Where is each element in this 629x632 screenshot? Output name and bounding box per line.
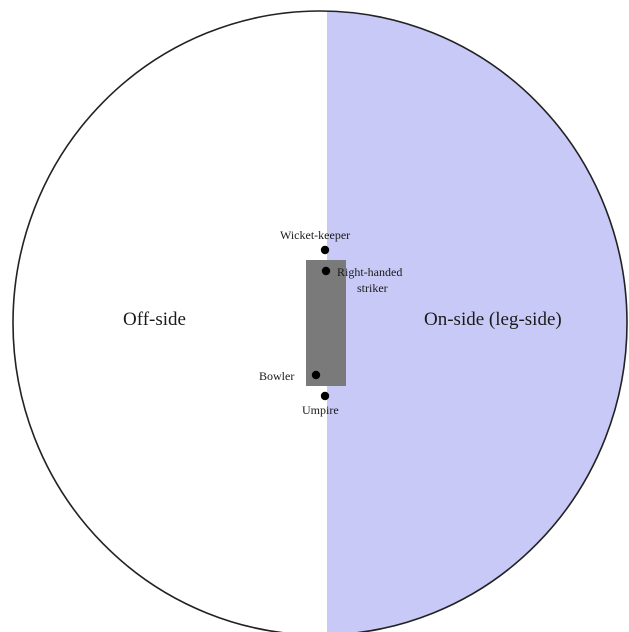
striker-label-line1: Right-handed — [337, 265, 402, 279]
bowler-marker — [311, 370, 321, 380]
striker-marker — [321, 266, 331, 276]
bowler-label: Bowler — [259, 369, 294, 383]
striker-label-line2: striker — [357, 281, 388, 295]
on-side-label: On-side (leg-side) — [424, 309, 562, 330]
wicket-keeper-label: Wicket-keeper — [280, 228, 350, 242]
umpire-label: Umpire — [302, 403, 339, 417]
wicket-keeper-marker — [320, 245, 330, 255]
off-side-label: Off-side — [123, 309, 186, 330]
pitch-strip — [306, 260, 346, 386]
field-boundary — [12, 10, 628, 632]
umpire-marker — [320, 391, 330, 401]
